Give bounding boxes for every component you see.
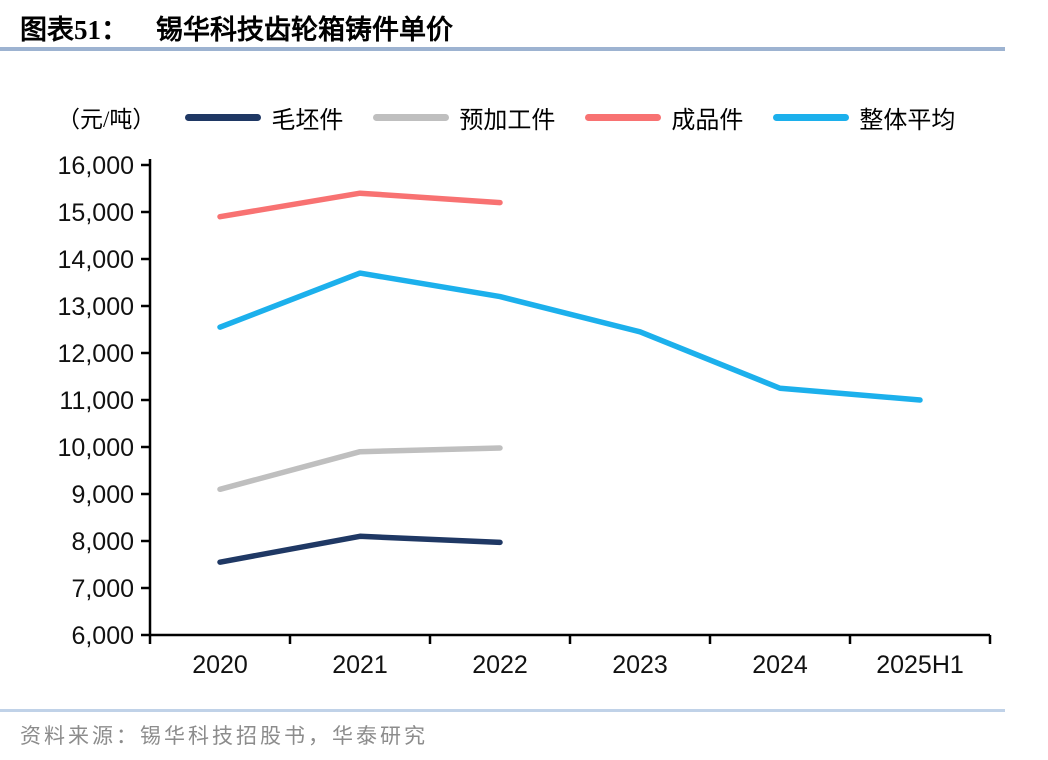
svg-text:2021: 2021 (332, 651, 388, 679)
finished-line-swatch-icon (585, 113, 662, 121)
legend-label: 预加工件 (459, 107, 556, 134)
svg-text:6,000: 6,000 (71, 622, 134, 650)
premachined-line-swatch-icon (373, 113, 450, 121)
svg-text:14,000: 14,000 (58, 246, 134, 274)
footer-divider (0, 709, 1005, 712)
svg-text:2020: 2020 (192, 651, 248, 679)
svg-text:2023: 2023 (612, 651, 668, 679)
rough-blanks-line-swatch-icon (185, 113, 262, 121)
svg-text:11,000: 11,000 (59, 387, 134, 415)
svg-text:2025H1: 2025H1 (876, 651, 964, 679)
svg-text:8,000: 8,000 (71, 528, 134, 556)
legend-label: 成品件 (671, 107, 744, 134)
overall-average-line-swatch-icon (773, 113, 850, 121)
svg-text:16,000: 16,000 (58, 152, 134, 180)
source-note: 资料来源：锡华科技招股书，华泰研究 (20, 724, 428, 748)
legend-label: 整体平均 (859, 107, 956, 134)
y-axis-unit-label: （元/吨） (57, 107, 156, 132)
svg-text:10,000: 10,000 (58, 434, 134, 462)
legend-item-finished: 成品件 (585, 100, 743, 135)
svg-text:2022: 2022 (472, 651, 528, 679)
title-divider (0, 47, 1005, 51)
chart-legend: （元/吨） 毛坯件 预加工件 成品件 整体平均 (57, 100, 1017, 134)
legend-item-rough-blanks: 毛坯件 (185, 100, 343, 135)
legend-item-overall-average: 整体平均 (773, 100, 955, 135)
svg-text:13,000: 13,000 (58, 293, 134, 321)
figure-number-label: 图表51： (20, 15, 128, 45)
svg-text:15,000: 15,000 (58, 199, 134, 227)
chart-header: 图表51： 锡华科技齿轮箱铸件单价 (20, 8, 453, 47)
legend-item-premachined: 预加工件 (373, 100, 555, 135)
svg-text:7,000: 7,000 (71, 575, 134, 603)
page-title: 锡华科技齿轮箱铸件单价 (156, 15, 453, 45)
legend-label: 毛坯件 (271, 107, 344, 134)
svg-text:9,000: 9,000 (71, 481, 134, 509)
svg-text:2024: 2024 (752, 651, 808, 679)
svg-text:12,000: 12,000 (58, 340, 134, 368)
